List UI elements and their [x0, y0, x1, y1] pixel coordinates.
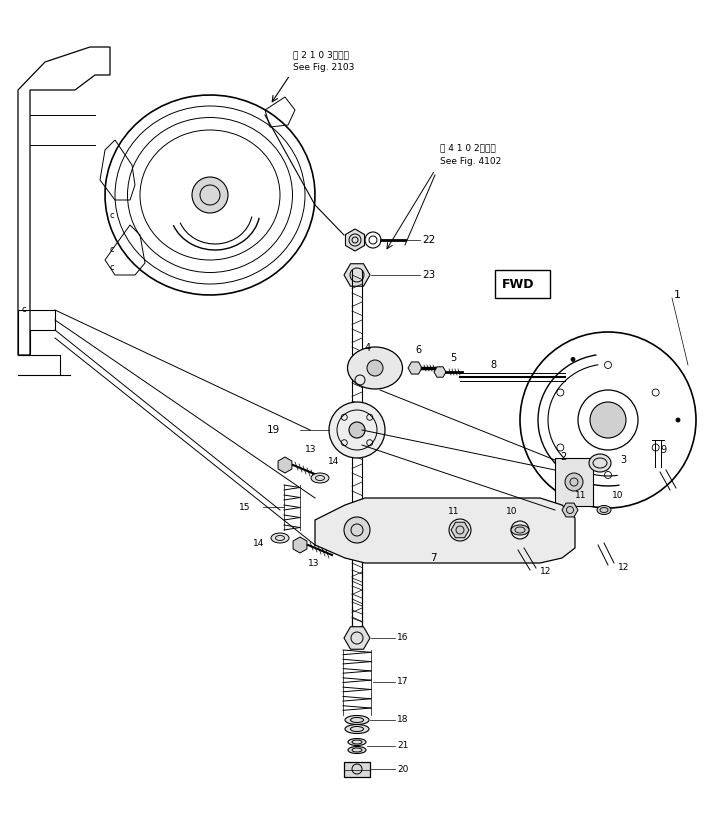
Text: 9: 9 [660, 445, 666, 455]
Text: FWD: FWD [502, 277, 534, 290]
Text: 18: 18 [397, 715, 409, 724]
Text: c: c [110, 210, 114, 219]
Ellipse shape [345, 724, 369, 733]
Text: 4: 4 [365, 343, 371, 353]
Circle shape [192, 177, 228, 213]
Text: 15: 15 [239, 502, 250, 512]
Text: 5: 5 [450, 353, 456, 363]
Ellipse shape [348, 738, 366, 746]
Bar [555, 458, 593, 506]
Polygon shape [434, 367, 446, 377]
Text: See Fig. 4102: See Fig. 4102 [440, 157, 501, 166]
Ellipse shape [311, 473, 329, 483]
Text: 8: 8 [490, 360, 496, 370]
Polygon shape [315, 498, 575, 563]
Text: 第 2 1 0 3図参照: 第 2 1 0 3図参照 [293, 50, 349, 59]
Text: 11: 11 [575, 491, 587, 499]
Text: 16: 16 [397, 634, 409, 643]
Text: 6: 6 [415, 345, 421, 355]
Ellipse shape [347, 347, 402, 389]
Text: See Fig. 2103: See Fig. 2103 [293, 64, 354, 73]
Polygon shape [344, 264, 370, 286]
Text: 19: 19 [267, 425, 280, 435]
Text: 17: 17 [397, 677, 409, 686]
Circle shape [571, 357, 575, 361]
Text: 23: 23 [422, 270, 436, 280]
Text: 3: 3 [620, 455, 626, 465]
Text: c: c [110, 246, 114, 254]
Text: 22: 22 [422, 235, 436, 245]
Text: 20: 20 [397, 765, 408, 774]
Polygon shape [293, 537, 307, 553]
Ellipse shape [345, 715, 369, 724]
Text: 12: 12 [618, 563, 629, 573]
Ellipse shape [511, 525, 529, 535]
Circle shape [349, 422, 365, 438]
Polygon shape [408, 362, 422, 374]
Text: 10: 10 [506, 507, 517, 516]
Text: 2: 2 [560, 452, 566, 462]
Polygon shape [451, 522, 469, 538]
Text: c: c [110, 262, 114, 271]
Bar [344, 762, 370, 777]
Circle shape [676, 418, 680, 422]
Circle shape [590, 402, 626, 438]
Text: 13: 13 [308, 559, 320, 568]
Text: 第 4 1 0 2図参照: 第 4 1 0 2図参照 [440, 144, 496, 153]
Circle shape [367, 360, 383, 376]
Text: 13: 13 [305, 446, 316, 455]
Polygon shape [345, 229, 364, 251]
Circle shape [329, 402, 385, 458]
Ellipse shape [597, 506, 611, 515]
Polygon shape [344, 627, 370, 649]
Text: 7: 7 [430, 553, 436, 563]
Circle shape [565, 473, 583, 491]
Text: c: c [22, 305, 27, 314]
Text: 11: 11 [448, 507, 460, 516]
Polygon shape [562, 503, 578, 517]
Circle shape [344, 517, 370, 543]
Text: 21: 21 [397, 742, 408, 751]
Circle shape [571, 478, 575, 483]
Ellipse shape [348, 747, 366, 753]
Text: 14: 14 [253, 539, 264, 548]
Text: 12: 12 [540, 568, 551, 577]
Polygon shape [278, 457, 292, 473]
Ellipse shape [589, 454, 611, 472]
Text: 14: 14 [328, 458, 340, 466]
Ellipse shape [271, 533, 289, 543]
Text: 1: 1 [674, 290, 681, 300]
Text: 10: 10 [612, 491, 623, 499]
